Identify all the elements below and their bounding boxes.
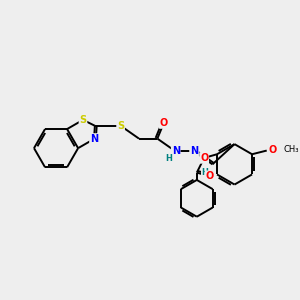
Text: S: S: [117, 121, 124, 131]
Text: N: N: [90, 134, 98, 144]
Text: H: H: [165, 154, 172, 163]
Text: N: N: [190, 146, 198, 157]
Text: N: N: [172, 146, 180, 157]
Text: H: H: [202, 168, 208, 177]
Text: CH₃: CH₃: [283, 145, 299, 154]
Text: O: O: [160, 118, 168, 128]
Text: O: O: [200, 153, 208, 163]
Text: S: S: [80, 115, 87, 125]
Text: O: O: [206, 171, 214, 181]
Text: O: O: [268, 145, 276, 154]
